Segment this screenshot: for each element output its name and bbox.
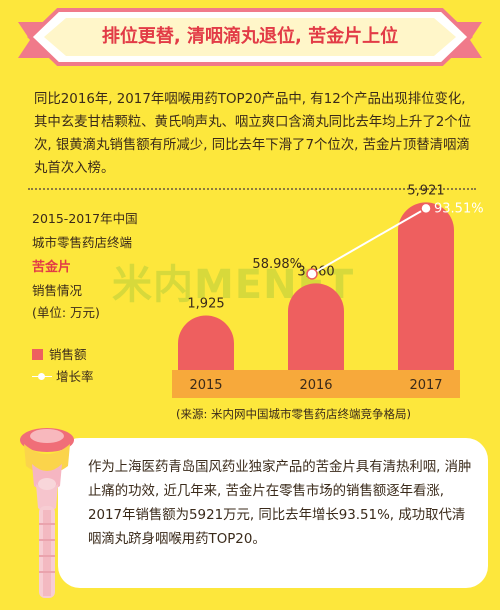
- summary-card: 作为上海医药青岛国风药业独家产品的苦金片具有清热利咽, 消肿止痛的功效, 近几年…: [58, 438, 488, 588]
- legend-growth: 增长率: [32, 366, 94, 385]
- chart-source-note: (来源: 米内网中国城市零售药店终端竞争格局): [176, 407, 412, 421]
- bar-2015: [178, 315, 235, 370]
- growth-label-2017: 93.51%: [434, 201, 484, 216]
- caption-line-3: 销售情况: [32, 283, 83, 298]
- bar-value-label-2017: 5,921: [407, 183, 444, 198]
- legend-sales-label: 销售额: [49, 347, 87, 362]
- intro-paragraph: 同比2016年, 2017年咽喉用药TOP20产品中, 有12个产品出现排位变化…: [34, 92, 472, 176]
- caption-product: 苦金片: [32, 260, 72, 275]
- banner-ribbon-shape: [18, 8, 482, 66]
- section-divider: [28, 188, 476, 190]
- x-tick-label-2016: 2016: [299, 378, 332, 393]
- growth-point-2016: [306, 268, 318, 280]
- year-axis-band: [172, 370, 460, 398]
- bar-2016: [288, 283, 344, 370]
- growth-label-2016: 58.98%: [252, 257, 302, 272]
- summary-paragraph: 作为上海医药青岛国风药业独家产品的苦金片具有清热利咽, 消肿止痛的功效, 近几年…: [88, 460, 472, 547]
- caption-unit: (单位: 万元): [32, 305, 100, 320]
- ribbon-inner: [44, 18, 456, 56]
- page-title: 排位更替, 清咽滴丸退位, 苦金片上位: [101, 26, 399, 47]
- title-banner: 排位更替, 清咽滴丸退位, 苦金片上位: [18, 8, 482, 66]
- legend-growth-marker: [32, 371, 52, 382]
- growth-line: [311, 207, 427, 275]
- throat-icon: [20, 428, 74, 598]
- x-tick-label-2015: 2015: [189, 378, 222, 393]
- bar-2017: [398, 202, 454, 370]
- growth-point-2017: [420, 202, 432, 215]
- legend-growth-label: 增长率: [56, 369, 94, 384]
- legend-sales: 销售额: [32, 344, 87, 363]
- caption-line-1: 2015-2017年中国: [32, 211, 138, 226]
- caption-line-2: 城市零售药店终端: [32, 235, 133, 250]
- x-tick-label-2017: 2017: [409, 378, 442, 393]
- legend-sales-swatch: [32, 349, 43, 360]
- bar-value-label-2015: 1,925: [187, 297, 224, 312]
